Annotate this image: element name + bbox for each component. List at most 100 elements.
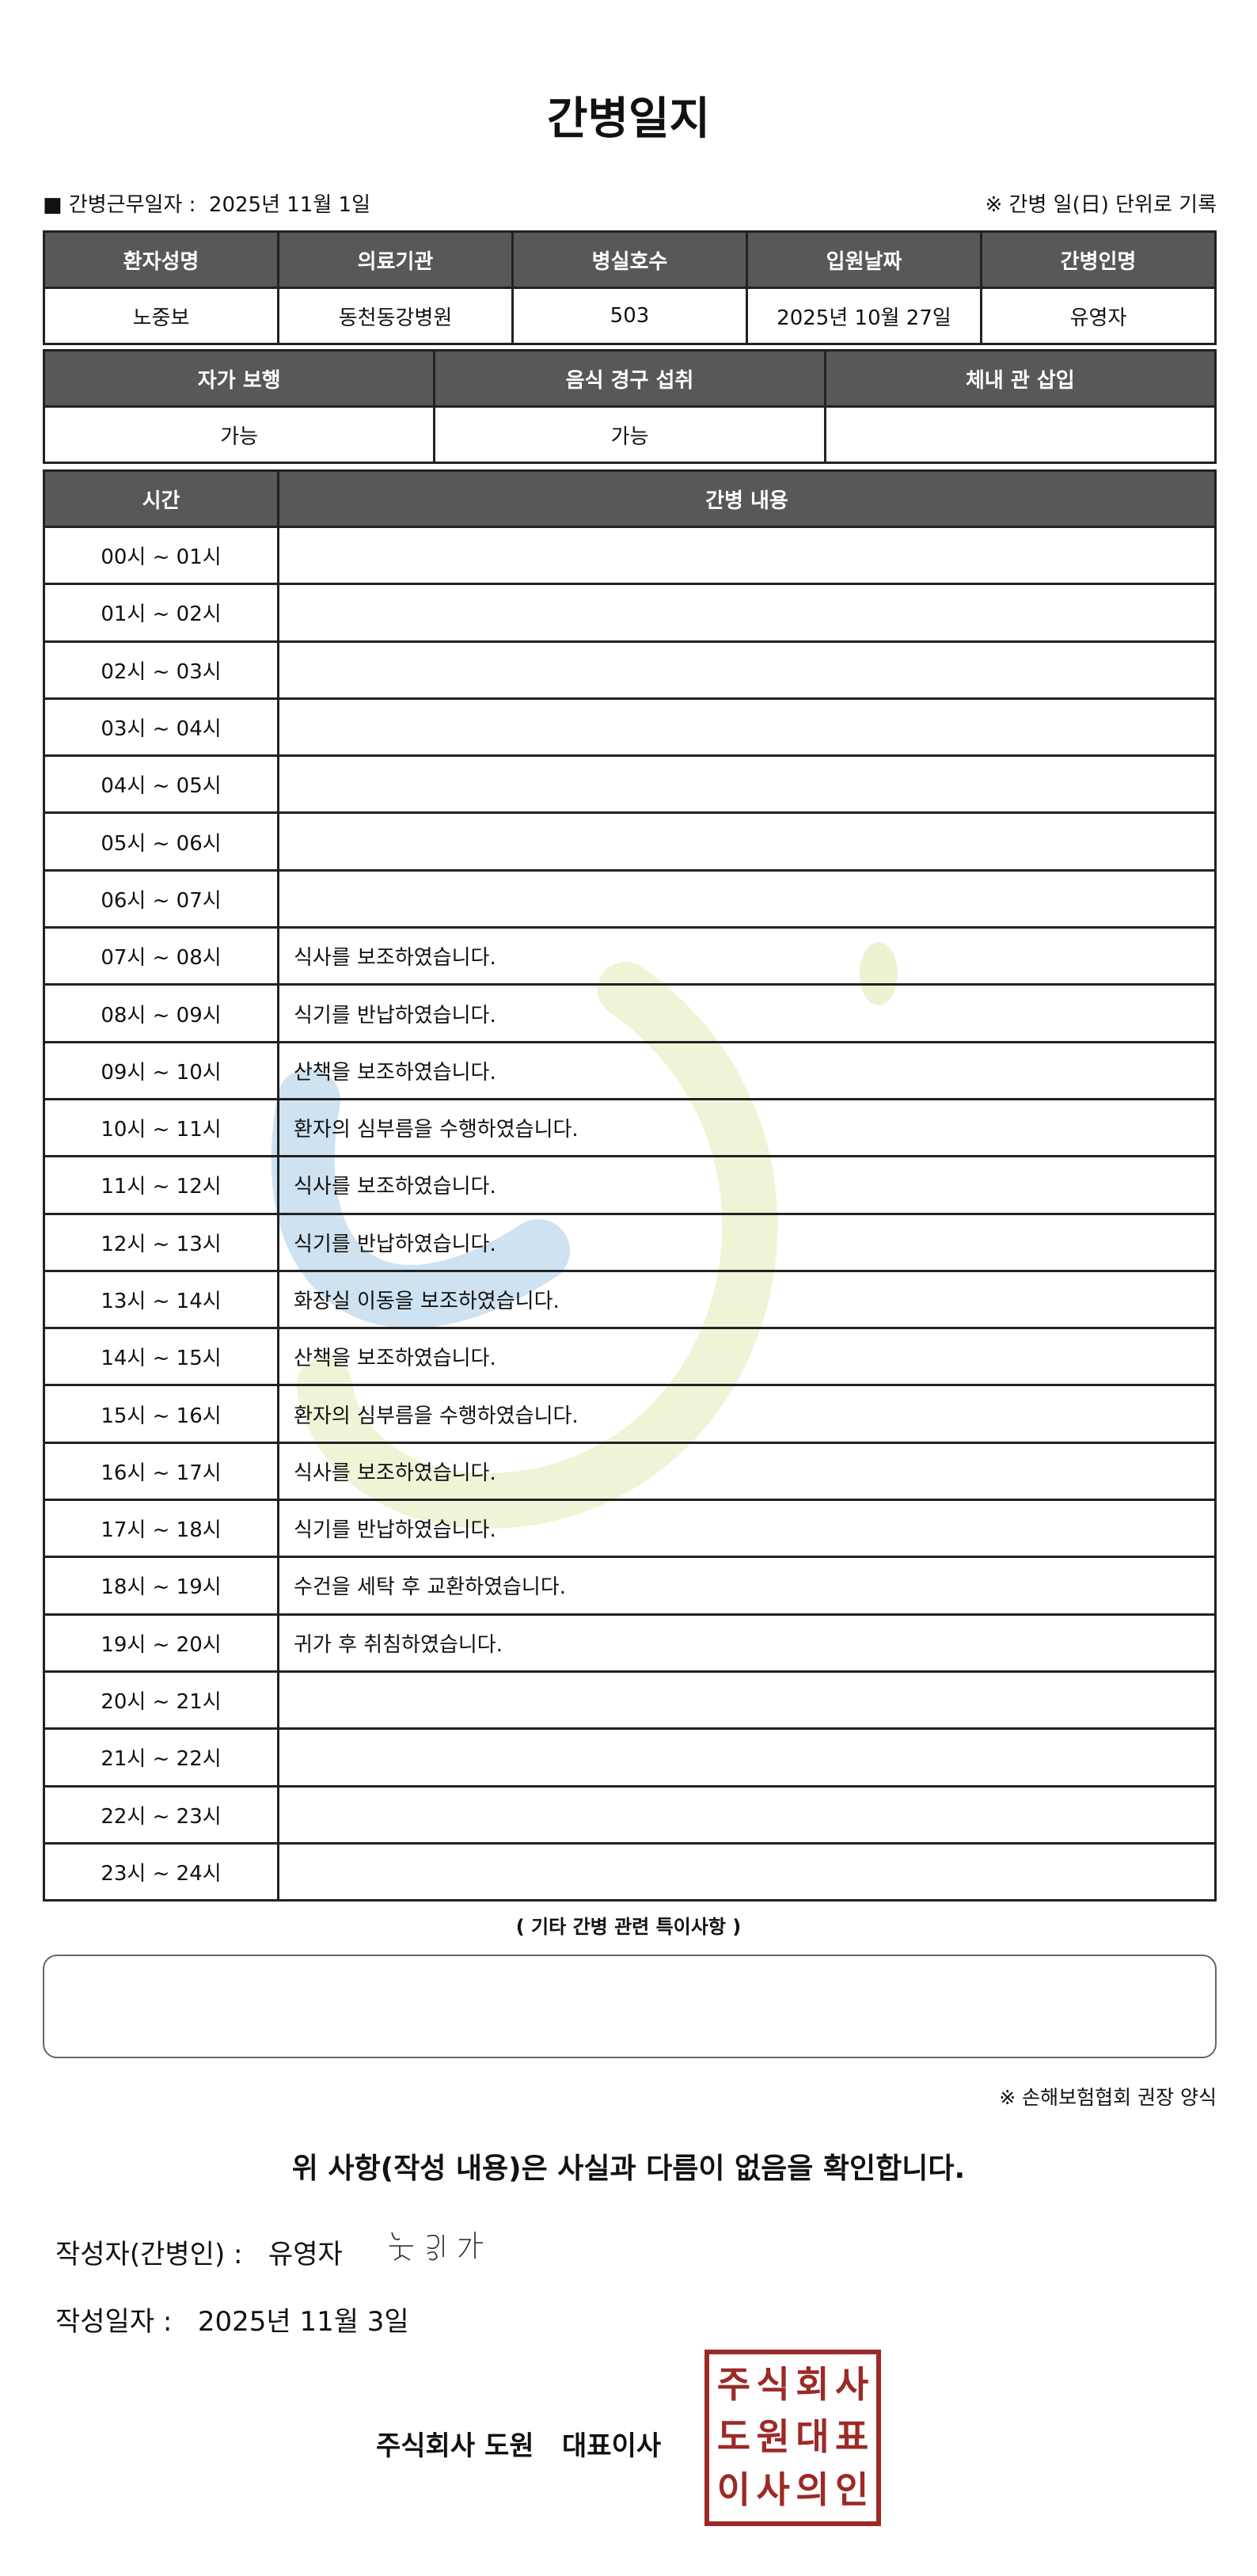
writer-label: 작성자(간병인) : xyxy=(55,2239,243,2270)
log-row: 08시 ~ 09시 식기를 반납하였습니다. xyxy=(43,983,1217,1043)
log-time: 00시 ~ 01시 xyxy=(43,525,279,586)
work-date: ■ 간병근무일자 : 2025년 11월 1일 xyxy=(43,188,370,218)
log-content: 식사를 보조하였습니다. xyxy=(277,1441,1217,1502)
log-row: 00시 ~ 01시 xyxy=(43,525,1217,586)
log-time: 03시 ~ 04시 xyxy=(43,697,279,758)
log-row: 20시 ~ 21시 xyxy=(43,1670,1217,1731)
header-content: 간병 내용 xyxy=(277,469,1217,528)
log-time: 20시 ~ 21시 xyxy=(43,1670,279,1731)
log-time: 17시 ~ 18시 xyxy=(43,1499,279,1559)
log-content: 귀가 후 취침하였습니다. xyxy=(277,1613,1217,1673)
writer: 작성자(간병인) : 유영자 xyxy=(55,2232,343,2271)
log-time: 15시 ~ 16시 xyxy=(43,1384,279,1444)
log-row: 23시 ~ 24시 xyxy=(43,1841,1217,1902)
log-row: 22시 ~ 23시 xyxy=(43,1784,1217,1845)
log-time: 02시 ~ 03시 xyxy=(43,640,279,700)
writer-name: 유영자 xyxy=(268,2239,343,2270)
log-content xyxy=(277,868,1217,929)
log-row: 10시 ~ 11시 환자의 심부름을 수행하였습니다. xyxy=(43,1097,1217,1158)
log-row: 12시 ~ 13시 식기를 반납하였습니다. xyxy=(43,1212,1217,1272)
log-row: 11시 ~ 12시 식사를 보조하였습니다. xyxy=(43,1155,1217,1215)
care-log-table: 시간 간병 내용 00시 ~ 01시 01시 ~ 02시 02시 ~ 03시 03시 ~… xyxy=(43,469,1217,1902)
seal-char: 표 xyxy=(834,2415,869,2459)
log-content: 산책을 보조하였습니다. xyxy=(277,1040,1217,1100)
log-time: 07시 ~ 08시 xyxy=(43,926,279,986)
log-row: 05시 ~ 06시 xyxy=(43,811,1217,872)
log-row: 14시 ~ 15시 산책을 보조하였습니다. xyxy=(43,1327,1217,1387)
log-content: 수건을 세탁 후 교환하였습니다. xyxy=(277,1556,1217,1616)
log-content xyxy=(277,640,1217,700)
work-date-value: 2025년 11월 1일 xyxy=(208,193,370,217)
seal-char: 의 xyxy=(796,2468,830,2511)
log-time: 01시 ~ 02시 xyxy=(43,583,279,643)
log-row: 17시 ~ 18시 식기를 반납하였습니다. xyxy=(43,1499,1217,1559)
log-time: 08시 ~ 09시 xyxy=(43,983,279,1043)
log-content: 식기를 반납하였습니다. xyxy=(277,1499,1217,1559)
log-content: 환자의 심부름을 수행하였습니다. xyxy=(277,1097,1217,1158)
tube-insertion xyxy=(823,405,1217,464)
log-content: 산책을 보조하였습니다. xyxy=(277,1327,1217,1387)
log-content: 식사를 보조하였습니다. xyxy=(277,926,1217,986)
log-row: 21시 ~ 22시 xyxy=(43,1727,1217,1788)
header: 병실호수 xyxy=(511,230,748,289)
log-time: 18시 ~ 19시 xyxy=(43,1556,279,1616)
seal-char: 원 xyxy=(756,2415,790,2459)
log-content xyxy=(277,1784,1217,1845)
log-row: 04시 ~ 05시 xyxy=(43,754,1217,815)
log-time: 10시 ~ 11시 xyxy=(43,1097,279,1158)
log-row: 02시 ~ 03시 xyxy=(43,640,1217,700)
log-row: 16시 ~ 17시 식사를 보조하였습니다. xyxy=(43,1441,1217,1502)
log-time: 12시 ~ 13시 xyxy=(43,1212,279,1272)
log-content: 식기를 반납하였습니다. xyxy=(277,983,1217,1043)
log-row: 18시 ~ 19시 수건을 세탁 후 교환하였습니다. xyxy=(43,1556,1217,1616)
log-row: 01시 ~ 02시 xyxy=(43,583,1217,643)
log-time: 04시 ~ 05시 xyxy=(43,754,279,815)
log-time: 19시 ~ 20시 xyxy=(43,1613,279,1673)
log-time: 05시 ~ 06시 xyxy=(43,811,279,872)
log-content xyxy=(277,525,1217,586)
log-row: 09시 ~ 10시 산책을 보조하였습니다. xyxy=(43,1040,1217,1100)
seal-char: 사 xyxy=(834,2363,869,2406)
log-row: 15시 ~ 16시 환자의 심부름을 수행하였습니다. xyxy=(43,1384,1217,1444)
log-time: 09시 ~ 10시 xyxy=(43,1040,279,1100)
seal-char: 주 xyxy=(716,2363,751,2406)
header: 간병인명 xyxy=(980,230,1217,289)
log-content xyxy=(277,1841,1217,1902)
log-row: 07시 ~ 08시 식사를 보조하였습니다. xyxy=(43,926,1217,986)
header: 체내 관 삽입 xyxy=(823,349,1217,408)
page-title: 간병일지 xyxy=(546,93,711,145)
patient-name: 노중보 xyxy=(43,287,279,345)
status-table: 자가 보행 음식 경구 섭취 체내 관 삽입 가능 가능 xyxy=(42,349,1217,464)
log-content xyxy=(277,697,1217,758)
log-time: 21시 ~ 22시 xyxy=(43,1727,279,1788)
header: 음식 경구 섭취 xyxy=(433,349,826,408)
seal-char: 이 xyxy=(716,2468,751,2511)
log-content: 화장실 이동을 보조하였습니다. xyxy=(277,1269,1217,1330)
written-date-value: 2025년 11월 3일 xyxy=(197,2306,409,2338)
seal-char: 식 xyxy=(756,2363,790,2406)
header: 환자성명 xyxy=(43,230,279,289)
log-time: 16시 ~ 17시 xyxy=(43,1441,279,1502)
handwritten-signature xyxy=(389,2232,483,2261)
log-row: 19시 ~ 20시 귀가 후 취침하였습니다. xyxy=(43,1613,1217,1673)
header-time: 시간 xyxy=(43,469,279,528)
notes-title: ( 기타 간병 관련 특이사항 ) xyxy=(515,1916,742,1938)
written-date-label: 작성일자 : xyxy=(55,2306,173,2338)
hospital: 동천동강병원 xyxy=(277,287,514,345)
log-time: 06시 ~ 07시 xyxy=(43,868,279,929)
log-time: 13시 ~ 14시 xyxy=(43,1269,279,1330)
form-note: ※ 손해보험협회 권장 양식 xyxy=(999,2086,1217,2109)
header: 의료기관 xyxy=(277,230,514,289)
log-time: 22시 ~ 23시 xyxy=(43,1784,279,1845)
admission-date: 2025년 10월 27일 xyxy=(746,287,982,345)
log-row: 06시 ~ 07시 xyxy=(43,868,1217,929)
patient-table: 환자성명 의료기관 병실호수 입원날짜 간병인명 노중보 동천동강병원 503 2025년 1… xyxy=(43,230,1217,345)
caregiver-name: 유영자 xyxy=(980,287,1217,345)
log-time: 14시 ~ 15시 xyxy=(43,1327,279,1387)
log-content xyxy=(277,811,1217,872)
seal-char: 대 xyxy=(796,2415,830,2459)
confirmation-statement: 위 사항(작성 내용)은 사실과 다름이 없음을 확인합니다. xyxy=(291,2152,966,2185)
work-date-label: ■ 간병근무일자 : xyxy=(43,193,196,217)
log-row: 13시 ~ 14시 화장실 이동을 보조하였습니다. xyxy=(43,1269,1217,1330)
